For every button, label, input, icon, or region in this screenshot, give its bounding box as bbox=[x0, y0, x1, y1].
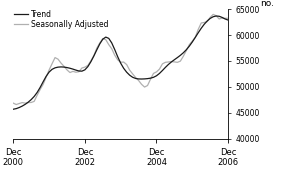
Trend bbox=[83, 69, 87, 71]
Seasonally Adjusted bbox=[122, 61, 125, 63]
Seasonally Adjusted bbox=[209, 16, 212, 18]
Seasonally Adjusted bbox=[194, 36, 197, 38]
Seasonally Adjusted bbox=[200, 22, 203, 24]
Seasonally Adjusted bbox=[226, 17, 230, 19]
Legend: Trend, Seasonally Adjusted: Trend, Seasonally Adjusted bbox=[14, 10, 108, 29]
Trend bbox=[215, 15, 218, 17]
Line: Trend: Trend bbox=[13, 16, 228, 109]
Seasonally Adjusted bbox=[86, 64, 89, 66]
Trend bbox=[59, 66, 63, 68]
Trend bbox=[226, 19, 230, 21]
Y-axis label: no.: no. bbox=[260, 0, 274, 8]
Seasonally Adjusted bbox=[211, 13, 215, 15]
Trend bbox=[205, 20, 209, 22]
Trend bbox=[197, 32, 200, 34]
Line: Seasonally Adjusted: Seasonally Adjusted bbox=[13, 14, 228, 105]
Seasonally Adjusted bbox=[14, 104, 18, 106]
Seasonally Adjusted bbox=[62, 65, 66, 67]
Trend bbox=[119, 62, 122, 64]
Trend bbox=[190, 41, 194, 43]
Seasonally Adjusted bbox=[12, 102, 15, 104]
Trend bbox=[12, 108, 15, 110]
